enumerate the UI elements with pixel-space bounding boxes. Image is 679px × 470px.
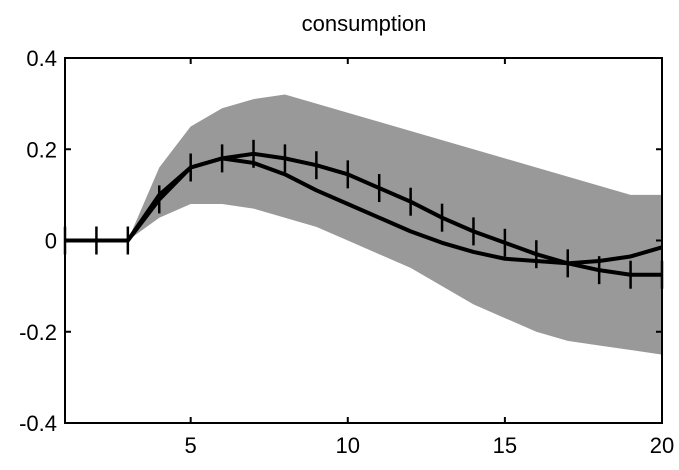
plot-area: 0.4 0.2 0 -0.2 -0.4 5 10 15 20 [19,46,674,458]
x-tick-label: 10 [336,433,360,458]
x-tick-label: 5 [185,433,197,458]
chart-title: consumption [302,11,427,36]
x-tick-label: 20 [650,433,674,458]
y-tick-label: -0.2 [19,320,57,345]
y-tick-label: -0.4 [19,411,57,436]
x-tick-label: 15 [493,433,517,458]
series-line-2 [65,151,662,277]
y-tick-label: 0.4 [26,46,57,71]
y-tick-label: 0 [45,229,57,254]
y-tick-label: 0.2 [26,137,57,162]
